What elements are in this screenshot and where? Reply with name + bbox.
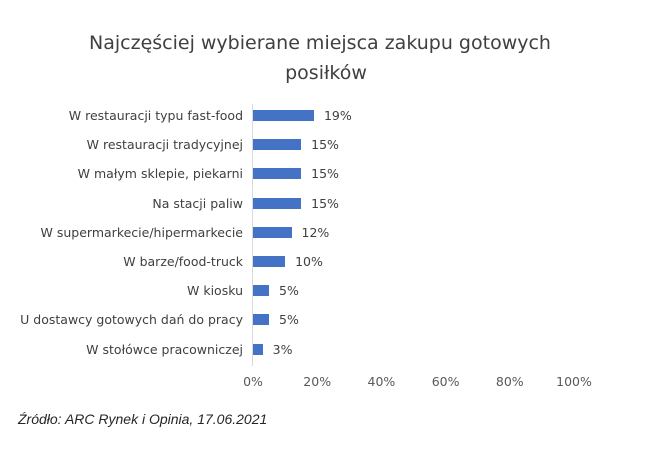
category-label: W stołówce pracowniczej xyxy=(86,341,243,357)
bar-row: U dostawcy gotowych dań do pracy 5% xyxy=(0,310,652,330)
bar-row: W restauracji tradycyjnej 15% xyxy=(0,135,652,155)
value-label: 15% xyxy=(311,166,339,182)
category-label: W kiosku xyxy=(187,283,243,299)
value-label: 15% xyxy=(311,195,339,211)
bar-row: W restauracji typu fast-food 19% xyxy=(0,106,652,126)
x-tick-label: 20% xyxy=(303,374,332,389)
bar-row: W stołówce pracowniczej 3% xyxy=(0,340,652,360)
category-label: W barze/food-truck xyxy=(123,254,243,269)
chart-title-line-2: posiłków xyxy=(285,62,367,84)
bar xyxy=(253,314,270,326)
category-label: U dostawcy gotowych dań do pracy xyxy=(20,312,243,328)
value-label: 3% xyxy=(272,341,293,357)
bar-row: W supermarkecie/hipermarkecie 12% xyxy=(0,223,652,243)
x-tick-label: 40% xyxy=(367,374,396,389)
bar-row: W małym sklepie, piekarni 15% xyxy=(0,164,652,184)
category-label: W restauracji typu fast-food xyxy=(68,108,243,123)
bar xyxy=(253,256,286,267)
bar xyxy=(253,285,270,297)
x-tick-label: 60% xyxy=(431,374,460,389)
category-label: W małym sklepie, piekarni xyxy=(77,166,243,182)
chart-title-line-1: Najczęściej wybierane miejsca zakupu got… xyxy=(89,32,551,54)
value-label: 5% xyxy=(279,283,299,299)
value-label: 19% xyxy=(323,108,352,123)
bar xyxy=(253,343,263,355)
chart-title: Najczęściej wybierane miejsca zakupu got… xyxy=(0,28,652,88)
bar-row: W kiosku 5% xyxy=(0,281,652,301)
category-label: Na stacji paliw xyxy=(152,195,243,211)
x-tick-label: 0% xyxy=(243,374,263,389)
value-label: 10% xyxy=(295,254,323,269)
x-tick-label: 100% xyxy=(556,374,592,389)
bar-row: W barze/food-truck 10% xyxy=(0,252,652,272)
category-label: W supermarkecie/hipermarkecie xyxy=(40,224,243,240)
bar-row: Na stacji paliw 15% xyxy=(0,194,652,214)
bar xyxy=(253,110,314,121)
x-tick-label: 80% xyxy=(495,374,524,389)
source-note: Źródło: ARC Rynek i Opinia, 17.06.2021 xyxy=(18,411,268,427)
bar xyxy=(253,197,302,209)
category-axis-line xyxy=(252,104,253,366)
value-label: 12% xyxy=(301,224,330,240)
value-label: 5% xyxy=(279,312,299,328)
value-label: 15% xyxy=(311,137,339,153)
bar xyxy=(253,226,292,238)
bar xyxy=(253,168,302,180)
bar xyxy=(253,139,302,151)
category-label: W restauracji tradycyjnej xyxy=(86,137,243,153)
